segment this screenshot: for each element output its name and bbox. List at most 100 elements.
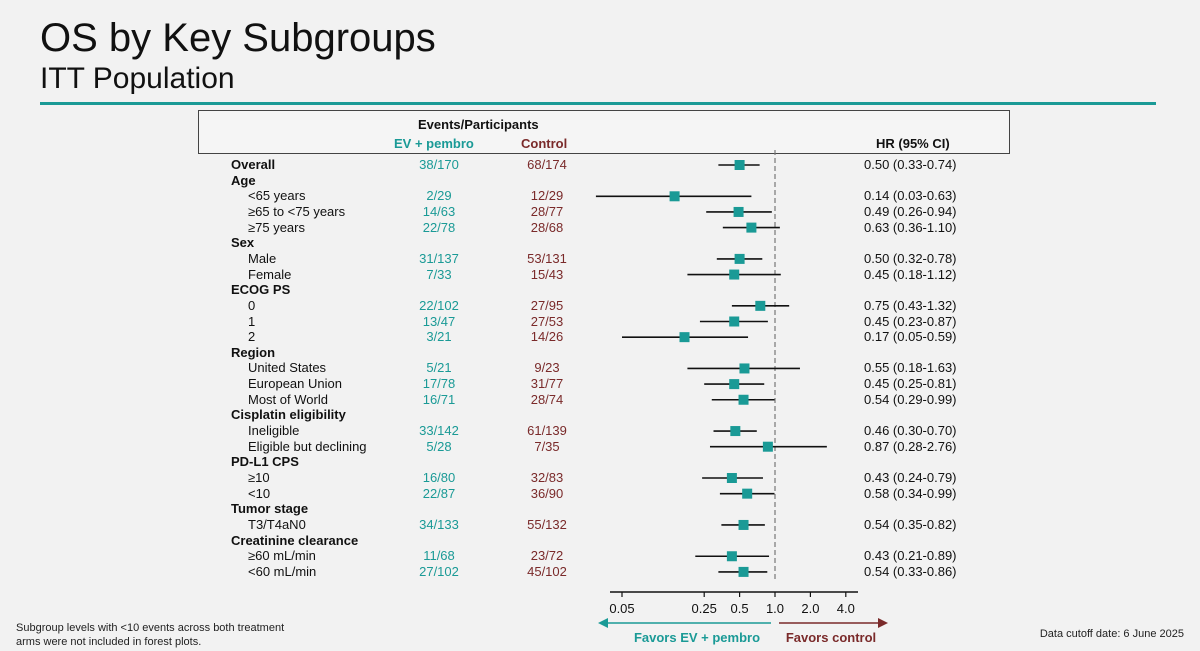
hr-ci-cell: 0.54 (0.35-0.82) (864, 516, 957, 532)
hr-point-marker (726, 551, 737, 562)
ev-events-cell: 38/170 (419, 157, 459, 172)
hr-ci-cell: 0.17 (0.05-0.59) (864, 329, 957, 345)
hr-point-marker (679, 332, 690, 343)
hr-point-marker (746, 222, 757, 233)
hr-ci-cell: 0.54 (0.33-0.86) (864, 563, 957, 579)
ev-events-cell: 5/28 (426, 438, 452, 454)
table-header-box (198, 110, 1010, 154)
x-tick-label: 0.05 (609, 601, 634, 616)
hr-ci-cell: 0.75 (0.43-1.32) (864, 297, 957, 313)
favors-ev-label: Favors EV + pembro (634, 630, 760, 645)
control-events-cell: 36/90 (530, 485, 564, 501)
control-events-cell: 55/132 (527, 516, 567, 532)
control-events-cell: 23/72 (530, 548, 564, 564)
subgroup-label: 0 (248, 297, 256, 313)
favors-ev-arrowhead (598, 618, 608, 628)
subgroup-label: 1 (248, 313, 256, 329)
favors-control-arrowhead (878, 618, 888, 628)
subgroup-label: Female (248, 266, 292, 282)
subgroup-label: 2 (248, 329, 256, 345)
hr-ci-cell: 0.63 (0.36-1.10) (864, 219, 957, 235)
ev-events-cell: 14/63 (422, 203, 456, 219)
hr-ci-cell: 0.87 (0.28-2.76) (864, 438, 957, 454)
subgroup-label: Eligible but declining (248, 438, 367, 454)
control-events-cell: 7/35 (534, 438, 560, 454)
favors-control-label: Favors control (786, 630, 876, 645)
hr-point-marker (726, 473, 737, 483)
subgroup-category-label: Region (231, 344, 276, 360)
subgroup-category-label: ECOG PS (231, 282, 291, 298)
hr-ci-cell: 0.14 (0.03-0.63) (864, 188, 957, 204)
subgroup-category-label: Creatinine clearance (231, 532, 359, 548)
ev-pembro-header: EV + pembro (394, 136, 474, 151)
hr-point-marker (734, 160, 745, 170)
control-events-cell: 12/29 (530, 188, 564, 204)
ev-events-cell: 7/33 (426, 266, 452, 282)
control-events-cell: 68/174 (527, 157, 567, 172)
data-cutoff: Data cutoff date: 6 June 2025 (1039, 628, 1184, 640)
ev-events-cell: 3/21 (426, 329, 452, 345)
hr-point-marker (729, 379, 740, 390)
ev-events-cell: 22/78 (422, 219, 456, 235)
x-tick-label: 1.0 (766, 601, 784, 616)
hr-ci-cell: 0.50 (0.32-0.78) (864, 250, 957, 266)
subgroup-category-label: PD-L1 CPS (231, 454, 299, 470)
subgroup-label: United States (248, 360, 327, 376)
ev-events-cell: 13/47 (422, 313, 456, 329)
hr-point-marker (742, 488, 753, 499)
ev-events-cell: 16/80 (422, 470, 456, 485)
ev-events-cell: 22/102 (419, 297, 459, 313)
subgroup-category-label: Cisplatin eligibility (231, 407, 346, 423)
hr-ci-cell: 0.43 (0.21-0.89) (864, 548, 957, 564)
subgroup-label: T3/T4aN0 (248, 516, 306, 532)
subgroup-category-label: Age (231, 172, 256, 188)
ev-events-cell: 34/133 (419, 516, 459, 532)
control-events-cell: 31/77 (530, 376, 564, 392)
subgroup-category-label: Overall (231, 157, 276, 172)
hr-ci-cell: 0.49 (0.26-0.94) (864, 203, 957, 219)
control-events-cell: 14/26 (530, 329, 564, 345)
control-events-cell: 61/139 (527, 423, 567, 439)
hr-point-marker (669, 191, 680, 202)
hr-point-marker (755, 300, 766, 311)
control-events-cell: 28/74 (530, 391, 564, 407)
hr-ci-cell: 0.54 (0.29-0.99) (864, 391, 957, 407)
ev-events-cell: 5/21 (426, 360, 452, 376)
control-events-cell: 28/77 (530, 203, 564, 219)
subgroup-label: <60 mL/min (248, 563, 317, 579)
control-events-cell: 32/83 (530, 470, 564, 485)
events-participants-header: Events/Participants (418, 117, 539, 132)
hr-point-marker (739, 363, 750, 374)
subgroup-label: European Union (248, 376, 342, 392)
hr-ci-cell: 0.45 (0.25-0.81) (864, 376, 957, 392)
hr-point-marker (730, 426, 741, 437)
x-tick-label: 4.0 (837, 601, 855, 616)
hr-ci-cell: 0.45 (0.18-1.12) (864, 266, 957, 282)
ev-events-cell: 2/29 (426, 188, 452, 204)
subgroup-label: Most of World (248, 391, 328, 407)
control-events-cell: 27/95 (530, 297, 564, 313)
x-tick-label: 0.25 (692, 601, 717, 616)
hr-point-marker (729, 269, 740, 280)
hr-ci-header: HR (95% CI) (876, 136, 950, 151)
hr-point-marker (738, 566, 749, 577)
subgroup-label: ≥60 mL/min (248, 548, 316, 564)
subgroup-category-label: Tumor stage (231, 501, 309, 517)
hr-point-marker (734, 253, 745, 264)
ev-events-cell: 22/87 (422, 485, 456, 501)
ev-events-cell: 17/78 (422, 376, 456, 392)
hr-ci-cell: 0.58 (0.34-0.99) (864, 485, 957, 501)
ev-events-cell: 31/137 (419, 250, 459, 266)
control-header: Control (521, 136, 568, 151)
hr-point-marker (738, 519, 749, 530)
hr-ci-cell: 0.50 (0.33-0.74) (864, 157, 957, 172)
hr-point-marker (729, 316, 740, 327)
subgroup-label: <65 years (248, 188, 306, 204)
page-title: OS by Key Subgroups (40, 16, 436, 60)
subgroup-label: ≥75 years (248, 219, 305, 235)
subgroup-label: Ineligible (248, 423, 300, 439)
subgroup-label: Male (248, 250, 277, 266)
hr-ci-cell: 0.46 (0.30-0.70) (864, 423, 957, 439)
control-events-cell: 45/102 (527, 563, 567, 579)
